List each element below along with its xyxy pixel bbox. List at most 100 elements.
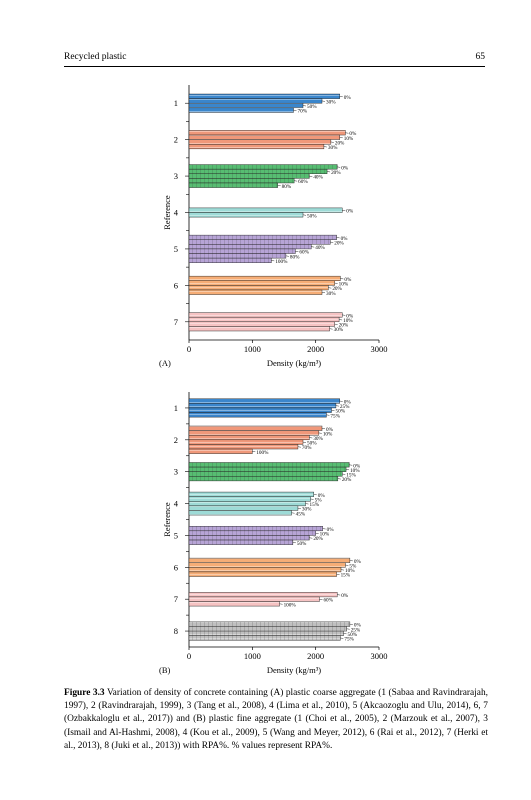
bar-leader — [330, 141, 334, 143]
bar — [188, 444, 299, 450]
figure-label: Figure 3.3 — [64, 688, 105, 698]
bar-leader — [334, 323, 338, 325]
bar — [188, 562, 346, 568]
x-axis-label: Density (kg/m³) — [267, 358, 321, 368]
bar — [188, 496, 311, 502]
bar — [188, 596, 320, 602]
bar — [188, 510, 292, 516]
x-tick-label: 3000 — [371, 344, 388, 354]
bar — [188, 248, 296, 254]
bar-leader — [327, 171, 331, 173]
bar-leader — [305, 503, 309, 505]
bar-leader — [337, 478, 341, 480]
bar-label: 50% — [348, 632, 358, 638]
bar-label: 80% — [282, 184, 292, 190]
bar — [188, 471, 343, 477]
bar-leader — [337, 594, 341, 596]
bar-label: 15% — [310, 502, 320, 508]
bar — [188, 535, 310, 541]
bar-leader — [297, 446, 301, 448]
bar-label: 50% — [307, 213, 317, 219]
bar-leader — [336, 237, 340, 239]
bar-label: 75% — [330, 413, 340, 419]
x-axis-label: Density (kg/m³) — [267, 665, 321, 675]
bar-label: 0% — [341, 236, 349, 242]
bar-leader — [252, 451, 256, 453]
bar-label: 30% — [326, 291, 336, 297]
bar — [188, 280, 335, 286]
bar-leader — [315, 532, 319, 534]
bar-label: 0% — [344, 95, 352, 101]
bar-leader — [309, 175, 313, 177]
bar-label: 20% — [332, 286, 342, 292]
bar-label: 20% — [334, 241, 344, 247]
bar-label: 50% — [307, 104, 317, 110]
bar-leader — [334, 282, 338, 284]
bar-label: 25% — [351, 627, 361, 633]
bar-label: 0% — [346, 313, 354, 319]
bar-label: 40% — [313, 175, 323, 181]
bar-label: 10% — [339, 282, 349, 288]
reference-label: 1 — [174, 403, 178, 413]
figure-caption: Figure 3.3 Variation of density of concr… — [64, 687, 488, 753]
reference-label: 3 — [174, 467, 178, 477]
bar-leader — [309, 537, 313, 539]
bar — [188, 567, 342, 573]
bar-label: 10% — [345, 568, 355, 574]
reference-label: 4 — [174, 499, 179, 509]
bar-label: 10% — [343, 318, 353, 324]
bar — [188, 257, 272, 263]
bar-leader — [321, 428, 326, 430]
bar — [188, 253, 287, 259]
bar-leader — [330, 241, 334, 243]
reference-label: 7 — [174, 594, 178, 604]
bar-label: 0% — [326, 427, 334, 433]
bar-label: 25% — [340, 404, 350, 410]
bar — [188, 244, 312, 250]
bar — [188, 425, 323, 431]
bar — [188, 234, 337, 240]
bar-leader — [318, 432, 322, 434]
x-tick-label: 3000 — [371, 651, 388, 661]
bar-leader — [302, 441, 307, 443]
bar — [188, 130, 346, 136]
bar-label: 10% — [323, 431, 333, 437]
bar-leader — [309, 437, 313, 439]
density-chart-a: 0 1000 2000 3000 Density (kg/m³) (A) Reference… — [159, 85, 388, 368]
y-axis-label: Reference — [162, 195, 172, 230]
bar — [188, 630, 344, 636]
bar-leader — [342, 473, 346, 475]
bar — [188, 501, 306, 507]
bar-leader — [302, 214, 307, 216]
reference-label: 8 — [174, 626, 178, 636]
bar-label: 0% — [341, 593, 349, 599]
bar-label: 5% — [315, 497, 323, 503]
bar-leader — [323, 146, 327, 148]
reference-label: 2 — [174, 135, 178, 145]
bar-label: 10% — [350, 468, 360, 474]
bar-leader — [335, 405, 339, 407]
bar-leader — [293, 109, 297, 111]
header-rule — [64, 66, 485, 67]
bar-leader — [271, 260, 275, 262]
bar-leader — [339, 319, 343, 321]
bar-leader — [345, 132, 349, 134]
reference-label: 3 — [174, 171, 178, 181]
bar-label: 0% — [353, 463, 361, 469]
bar-label: 0% — [341, 165, 349, 171]
density-chart-b: 0 1000 2000 3000 Density (kg/m³) (B) Reference… — [159, 392, 388, 675]
bar-label: 40% — [315, 245, 325, 251]
bar-leader — [349, 464, 353, 466]
bar-leader — [342, 210, 346, 211]
bar — [188, 592, 338, 598]
bar-label: 50% — [307, 441, 317, 447]
bar — [188, 102, 304, 109]
bar — [188, 239, 331, 245]
y-axis-label: Reference — [162, 502, 172, 537]
bar — [188, 275, 341, 281]
panel-label: (B) — [159, 665, 171, 675]
bar-label: 100% — [284, 602, 297, 608]
bar — [188, 491, 314, 497]
x-tick-label: 1000 — [244, 651, 261, 661]
bar-leader — [340, 278, 344, 280]
